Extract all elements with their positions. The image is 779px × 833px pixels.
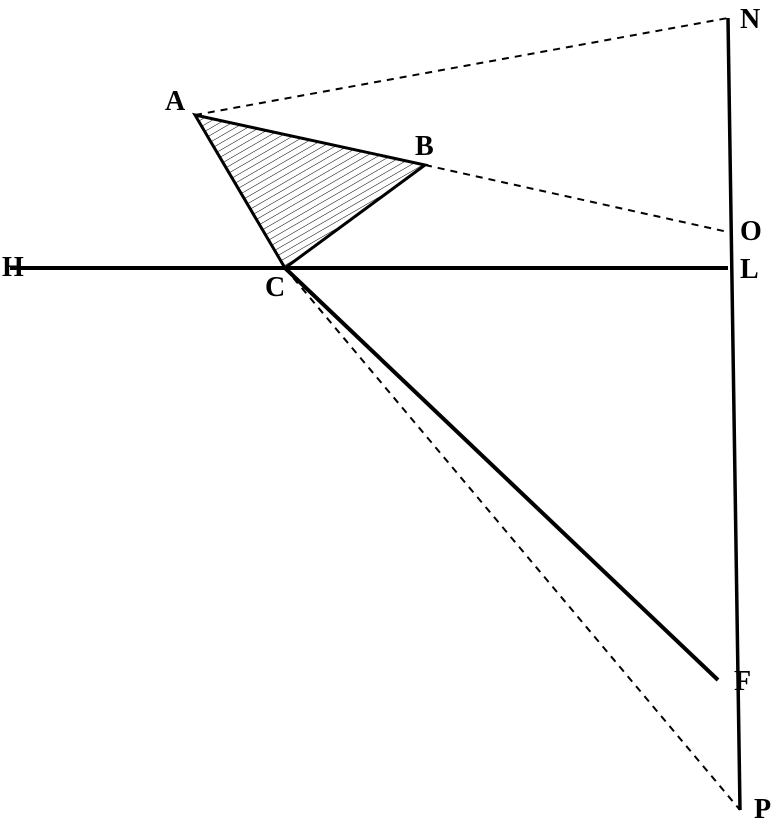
geometric-diagram: A B C H L N O F P [0,0,779,833]
label-B: B [415,131,434,162]
line-CP [285,268,740,810]
label-O: O [740,216,762,247]
label-L: L [740,254,759,285]
label-A: A [165,86,186,117]
line-BO [425,165,728,232]
line-CF [285,268,718,680]
label-N: N [740,4,760,35]
label-C: C [265,272,285,303]
label-F: F [734,666,751,697]
line-AN [195,18,728,115]
construction-lines [10,18,740,810]
point-labels: A B C H L N O F P [2,4,771,825]
label-H: H [2,252,24,283]
label-P: P [754,794,771,825]
triangle-abc [195,115,425,268]
